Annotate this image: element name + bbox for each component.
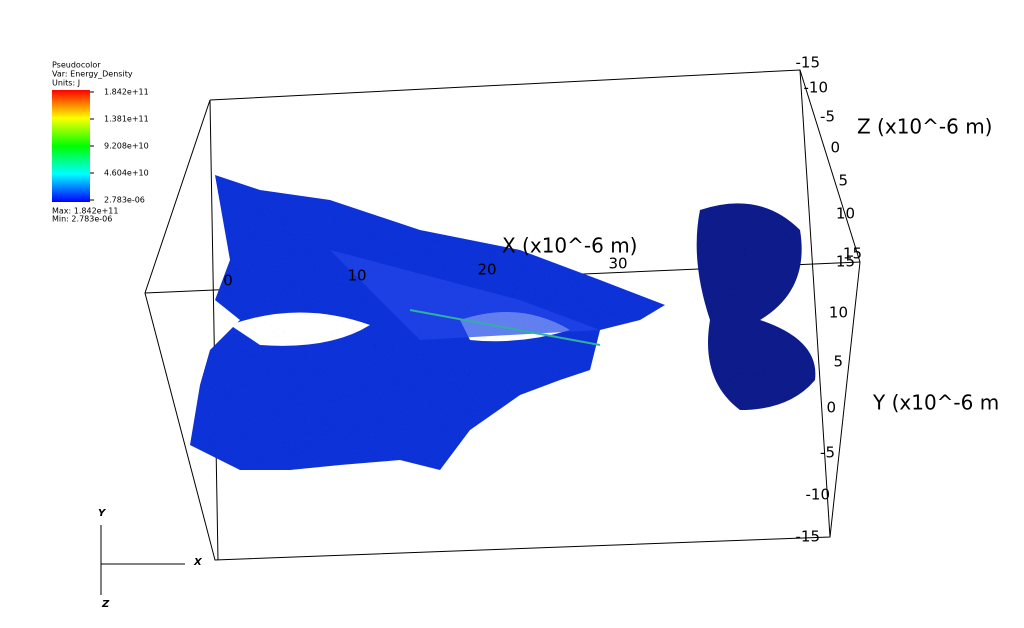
- x-tick-label: 30: [608, 255, 627, 273]
- legend-units: Units: J: [52, 79, 80, 88]
- axis-labels: X (x10^-6 m) Z (x10^-6 m) Y (x10^-6 m 0 1…: [223, 54, 999, 546]
- y-tick-label: 5: [833, 353, 843, 371]
- legend-variable: Var: Energy_Density: [52, 70, 133, 79]
- y-axis-title: Y (x10^-6 m: [872, 391, 999, 415]
- x-axis-title: X (x10^-6 m): [502, 234, 638, 258]
- z-tick-label: -5: [820, 108, 835, 126]
- z-tick-label: -15: [796, 54, 821, 72]
- y-tick-label: -15: [796, 528, 821, 546]
- colorbar: [52, 90, 90, 202]
- y-tick-label: 0: [826, 399, 836, 417]
- y-tick-label: 10: [829, 304, 848, 322]
- triad-x: X: [193, 557, 203, 568]
- legend-ticks: 1.842e+11 1.381e+11 9.208e+10 4.604e+10 2.78…: [90, 88, 149, 205]
- triad: Y X Z: [98, 508, 203, 610]
- z-tick-label: -10: [804, 79, 829, 97]
- y-tick-label: 15: [836, 253, 855, 271]
- triad-y: Y: [98, 508, 107, 519]
- y-tick-label: -10: [806, 486, 831, 504]
- z-tick-label: 5: [838, 172, 848, 190]
- legend-tick-label: 4.604e+10: [104, 169, 149, 178]
- legend-tick-label: 2.783e-06: [104, 196, 145, 205]
- legend-max: Max: 1.842e+11: [52, 207, 118, 216]
- y-tick-label: -5: [820, 444, 835, 462]
- x-tick-label: 0: [223, 272, 233, 290]
- legend: Pseudocolor Var: Energy_Density Units: J…: [52, 61, 149, 224]
- legend-tick-label: 1.842e+11: [104, 88, 149, 97]
- x-tick-label: 10: [347, 267, 366, 285]
- triad-z: Z: [101, 599, 110, 610]
- z-axis-title: Z (x10^-6 m): [857, 115, 993, 139]
- x-tick-label: 20: [477, 261, 496, 279]
- legend-min: Min: 2.783e-06: [52, 215, 112, 224]
- legend-title: Pseudocolor: [52, 61, 101, 70]
- legend-tick-label: 9.208e+10: [104, 142, 149, 151]
- z-tick-label: 15: [843, 245, 862, 263]
- legend-tick-label: 1.381e+11: [104, 115, 149, 124]
- z-tick-label: 10: [836, 205, 855, 223]
- z-tick-label: 0: [830, 139, 840, 157]
- isosurface: [190, 175, 816, 470]
